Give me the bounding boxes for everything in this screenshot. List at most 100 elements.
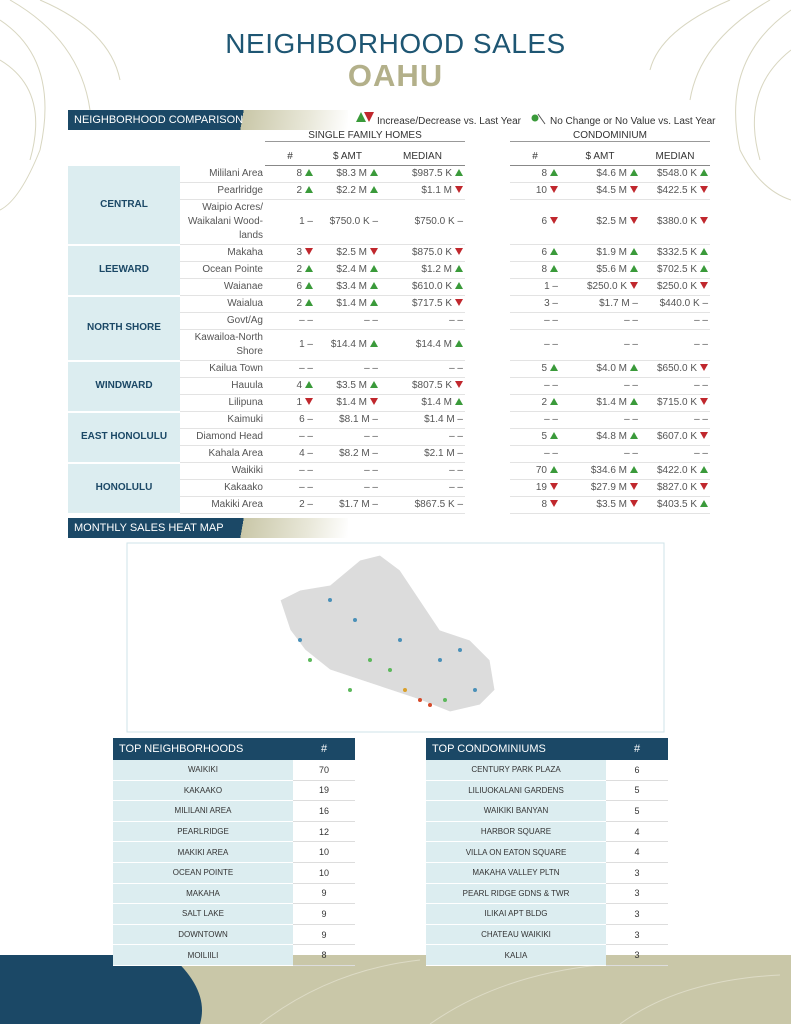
value-cell: – – xyxy=(380,428,465,446)
value-cell: – – xyxy=(380,462,465,480)
cell-text: – – xyxy=(299,431,313,442)
neighborhood: Kahala Area xyxy=(180,445,265,463)
data-row: Diamond Head – – – – – – 5 $4.8 M $607.0 K xyxy=(68,428,710,446)
cell-text: $440.0 K – xyxy=(659,298,708,309)
section-banner: MONTHLY SALES HEAT MAP xyxy=(68,518,348,538)
cell-text: $250.0 K xyxy=(656,281,697,292)
cell-text: – – xyxy=(624,315,638,326)
island xyxy=(279,554,496,713)
rank-row: CENTURY PARK PLAZA 6 xyxy=(426,760,668,781)
value-cell: – – xyxy=(640,312,710,330)
header-row: TOP NEIGHBORHOODS # xyxy=(113,738,355,760)
trend-up xyxy=(630,466,638,473)
rank-row: DOWNTOWN 9 xyxy=(113,924,355,946)
gap xyxy=(465,245,510,262)
blank xyxy=(465,148,510,166)
name: MAKAHA xyxy=(113,883,293,905)
cell-text: 8 xyxy=(541,499,547,510)
cell-text: – – xyxy=(624,380,638,391)
cell-text: – – xyxy=(544,380,558,391)
cell-text: $5.6 M xyxy=(596,264,627,275)
cell-text: – – xyxy=(544,448,558,459)
value-cell: – – xyxy=(510,445,560,463)
cell-text: – – xyxy=(449,363,463,374)
heading: TOP NEIGHBORHOODS xyxy=(113,738,293,760)
data-row: Waipio Acres/ Waikalani Wood-lands 1 – $75… xyxy=(68,199,710,245)
trend-up xyxy=(455,340,463,347)
cell-text: $2.2 M xyxy=(336,185,367,196)
neighborhood: Pearlridge xyxy=(180,182,265,200)
rank-row: WAIKIKI 70 xyxy=(113,760,355,781)
value-cell: $1.9 M xyxy=(560,244,640,262)
count: 5 xyxy=(606,800,668,822)
trend-down xyxy=(455,381,463,388)
cell-text: – – xyxy=(624,414,638,425)
count: 16 xyxy=(293,800,355,822)
trend-down xyxy=(700,217,708,224)
neighborhood: Waianae xyxy=(180,278,265,296)
value-cell: $422.0 K xyxy=(640,462,710,480)
legend-up xyxy=(356,112,366,122)
cell-text: $1.7 M – xyxy=(339,499,378,510)
section-banner: NEIGHBORHOOD COMPARISON xyxy=(68,110,348,130)
cell-text: 2 xyxy=(541,397,547,408)
cell-text: – – xyxy=(544,414,558,425)
cell-text: 4 xyxy=(296,380,302,391)
cell-text: $1.1 M xyxy=(421,185,452,196)
cell-text: – – xyxy=(364,363,378,374)
rank-row: KALIA 3 xyxy=(426,944,668,966)
cell-text: $27.9 M xyxy=(590,482,627,493)
region: WINDWARD xyxy=(68,360,180,413)
data-row: EAST HONOLULU Kaimuki 6 – $8.1 M – $1.4 M – –… xyxy=(68,411,710,464)
cell-text: 4 – xyxy=(299,448,313,459)
value-cell: $715.0 K xyxy=(640,394,710,412)
value-cell: 6 xyxy=(265,278,315,296)
count: 9 xyxy=(293,883,355,905)
value-cell: 8 xyxy=(510,496,560,514)
trend-down xyxy=(700,186,708,193)
group-header: CONDOMINIUM xyxy=(510,130,710,142)
rank-row: MAKAHA 9 xyxy=(113,883,355,905)
cell-text: $250.0 K xyxy=(586,281,627,292)
footer-leaves xyxy=(259,959,781,1024)
trend-up xyxy=(630,432,638,439)
region: EAST HONOLULU xyxy=(68,411,180,464)
cell-text: 1 – xyxy=(299,339,313,350)
value-cell: – – xyxy=(315,428,380,446)
group-header: SINGLE FAMILY HOMES xyxy=(265,130,465,142)
cell-text: 19 xyxy=(535,482,547,493)
trend-down xyxy=(305,398,313,405)
value-cell: – – xyxy=(315,462,380,480)
value-cell: $380.0 K xyxy=(640,199,710,245)
cell-text: – – xyxy=(694,380,708,391)
cell-text: $14.4 M xyxy=(330,339,367,350)
count: 12 xyxy=(293,821,355,843)
cell-text: $4.8 M xyxy=(596,431,627,442)
region: CENTRAL xyxy=(68,165,180,246)
header-row: # $ AMT MEDIAN # $ AMT MEDIAN xyxy=(68,148,710,166)
value-cell: $403.5 K xyxy=(640,496,710,514)
data-row: Kahala Area 4 – $8.2 M – $2.1 M – – – – – – – xyxy=(68,445,710,463)
count: 9 xyxy=(293,903,355,925)
cell-text: – – xyxy=(544,315,558,326)
value-cell: $8.2 M – xyxy=(315,445,380,463)
cell-text: $1.7 M – xyxy=(599,298,638,309)
trend-up xyxy=(630,265,638,272)
data-row: WINDWARD Kailua Town – – – – – – 5 $4.0 M $650.… xyxy=(68,360,710,413)
gap xyxy=(465,361,510,378)
trend-down xyxy=(370,248,378,255)
name: CENTURY PARK PLAZA xyxy=(426,760,606,781)
value-cell: 2 xyxy=(265,261,315,279)
value-cell: – – xyxy=(640,411,710,429)
neighborhood: Kakaako xyxy=(180,479,265,497)
trend-up xyxy=(630,169,638,176)
leaf-left xyxy=(0,0,121,211)
value-cell: $1.4 M – xyxy=(380,411,465,429)
top-condominiums: TOP CONDOMINIUMS # CENTURY PARK PLAZA 6 LILI… xyxy=(426,738,668,966)
legend-text: No Change or No Value vs. Last Year xyxy=(550,116,716,127)
value-cell: $750.0 K – xyxy=(315,199,380,245)
cell-text: $2.1 M – xyxy=(424,448,463,459)
value-cell: $807.5 K xyxy=(380,377,465,395)
cell-text: – – xyxy=(449,315,463,326)
value-cell: $27.9 M xyxy=(560,479,640,497)
